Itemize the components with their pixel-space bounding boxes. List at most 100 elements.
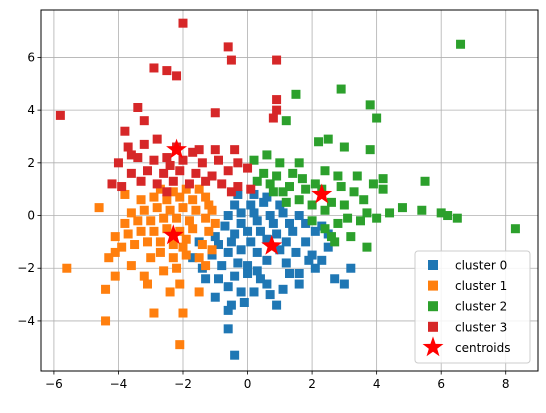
data-point (368, 179, 378, 189)
series-cluster-1 (62, 184, 220, 350)
data-point (210, 108, 220, 118)
data-point (149, 308, 159, 318)
data-point (175, 340, 185, 350)
data-point (120, 126, 130, 136)
data-point (123, 142, 133, 152)
data-point (262, 279, 272, 289)
data-point (346, 232, 356, 242)
data-point (133, 153, 143, 163)
data-point (94, 203, 104, 213)
data-point (291, 89, 301, 99)
data-point (301, 237, 311, 247)
data-point (378, 174, 388, 184)
data-point (259, 168, 269, 178)
centroid-point (162, 224, 184, 245)
data-point (136, 176, 146, 186)
data-point (333, 171, 343, 181)
axis-ticks: −6 −4 −2 0 2 4 6 8 −4 −2 0 2 4 6 (17, 50, 509, 391)
data-point (278, 284, 288, 294)
data-point (301, 218, 311, 228)
data-point (152, 134, 162, 144)
data-point (159, 266, 169, 276)
data-point (326, 232, 336, 242)
data-point (146, 216, 156, 226)
y-tick-label: −2 (17, 261, 35, 275)
data-point (175, 192, 185, 202)
data-point (365, 145, 375, 155)
data-point (143, 166, 152, 176)
data-point (210, 292, 220, 302)
data-point (175, 166, 185, 176)
data-point (139, 116, 149, 126)
data-point (230, 271, 240, 281)
x-tick-label: −6 (45, 377, 63, 391)
data-point (162, 187, 172, 197)
data-point (362, 242, 372, 252)
data-point (149, 63, 159, 73)
data-point (201, 274, 211, 284)
x-tick-label: 8 (502, 377, 510, 391)
data-point (243, 261, 253, 271)
data-point (285, 269, 294, 279)
data-point (162, 66, 172, 76)
data-point (143, 237, 152, 247)
data-point (281, 197, 291, 207)
data-point (178, 203, 188, 213)
data-point (184, 216, 194, 226)
data-point (162, 195, 172, 205)
data-point (210, 218, 220, 228)
data-point (139, 205, 149, 215)
data-point (162, 224, 172, 234)
data-point (226, 55, 236, 65)
data-point (139, 139, 149, 149)
data-point (420, 176, 430, 186)
data-point (304, 255, 314, 265)
data-point (162, 153, 172, 163)
data-point (307, 200, 317, 210)
data-point (214, 240, 223, 250)
data-point (281, 116, 291, 126)
data-point (181, 250, 191, 260)
data-point (101, 284, 111, 294)
series-cluster-2 (249, 39, 520, 252)
data-point (239, 297, 249, 307)
data-point (262, 255, 272, 265)
data-point (291, 247, 301, 257)
data-point (246, 237, 256, 247)
y-tick-label: 4 (27, 103, 35, 117)
data-point (207, 250, 217, 260)
data-point (356, 216, 365, 226)
axes-frame (40, 9, 539, 372)
data-point (275, 200, 285, 210)
data-point (372, 113, 382, 123)
data-point (165, 205, 175, 215)
data-point (339, 279, 349, 289)
centroid-point (166, 138, 188, 159)
data-point (320, 205, 330, 215)
data-point (223, 247, 233, 257)
data-point (262, 192, 272, 202)
data-point (117, 242, 127, 252)
data-point (136, 226, 146, 236)
data-point (178, 242, 188, 252)
data-point (165, 160, 175, 170)
data-point (214, 274, 223, 284)
data-point (294, 158, 304, 168)
data-point (220, 221, 230, 231)
data-point (181, 184, 191, 194)
data-point (178, 308, 188, 318)
data-point (130, 240, 140, 250)
data-point (278, 187, 288, 197)
data-point (117, 182, 127, 192)
data-point (126, 208, 136, 218)
data-point (307, 250, 317, 260)
data-point (207, 205, 217, 215)
data-point (268, 218, 278, 228)
series-cluster-0 (188, 189, 356, 360)
data-point (385, 208, 395, 218)
data-point (278, 208, 288, 218)
data-point (249, 155, 259, 165)
data-point (101, 316, 111, 326)
legend-label: cluster 1 (455, 279, 507, 293)
data-point (443, 211, 453, 221)
